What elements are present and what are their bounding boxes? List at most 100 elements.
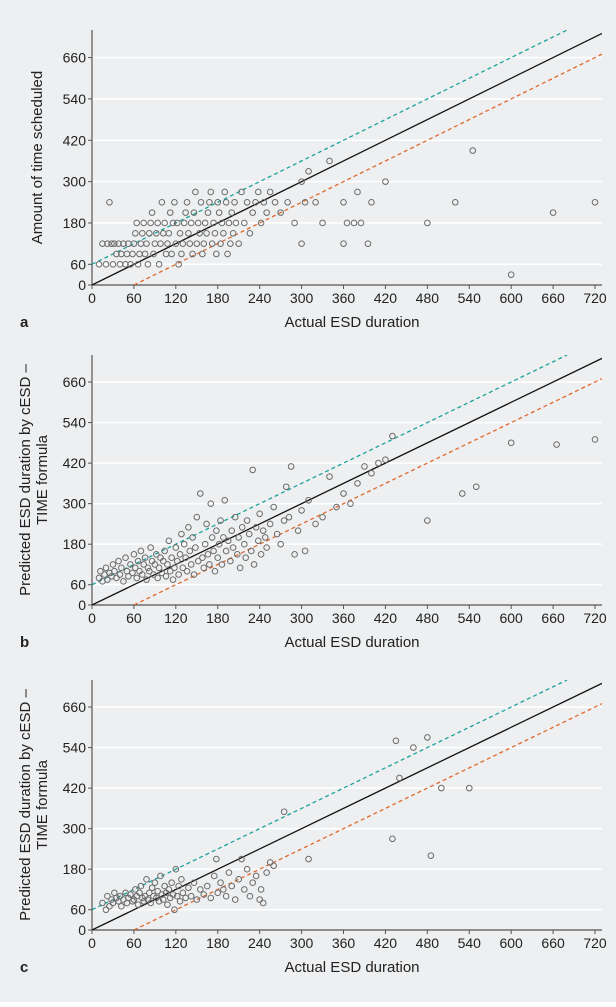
data-point <box>213 250 220 258</box>
data-point <box>113 894 120 902</box>
x-tick-label: 240 <box>248 610 272 626</box>
data-point <box>375 459 382 467</box>
data-point <box>161 219 168 227</box>
x-tick-label: 600 <box>499 610 523 626</box>
data-point <box>132 886 139 893</box>
x-axis-title: Actual ESD duration <box>284 314 419 331</box>
data-point <box>326 473 333 480</box>
data-point <box>222 892 230 900</box>
data-point <box>250 561 258 568</box>
data-point <box>235 240 243 247</box>
data-point <box>298 507 305 514</box>
x-axis-title: Actual ESD duration <box>284 634 419 651</box>
data-point <box>108 240 115 247</box>
data-point <box>189 534 196 541</box>
data-point <box>438 784 445 792</box>
data-point <box>424 219 431 227</box>
reference-line-lower <box>133 703 602 930</box>
data-point <box>134 901 142 908</box>
data-point <box>241 540 248 548</box>
data-point <box>159 896 167 903</box>
data-point <box>231 513 239 521</box>
data-point <box>389 432 396 440</box>
data-point <box>133 574 141 582</box>
data-point <box>137 547 145 555</box>
data-point <box>137 882 145 890</box>
data-point <box>172 865 180 873</box>
x-tick-label: 660 <box>541 610 565 626</box>
data-point <box>305 855 312 863</box>
data-point <box>340 240 347 247</box>
data-point <box>207 188 215 196</box>
data-point <box>217 240 224 247</box>
data-point <box>210 872 218 880</box>
data-point <box>200 564 208 572</box>
data-point <box>507 271 515 278</box>
data-point <box>364 240 372 247</box>
data-point <box>220 886 227 893</box>
data-point <box>217 517 224 524</box>
data-point <box>319 219 326 227</box>
data-point <box>199 250 206 258</box>
data-point <box>254 188 262 196</box>
x-tick-label: 240 <box>248 935 272 951</box>
data-point <box>104 576 111 583</box>
data-point <box>129 897 136 905</box>
reference-line-upper <box>92 30 568 265</box>
data-point <box>392 737 400 745</box>
data-point <box>140 219 147 227</box>
data-point <box>168 879 175 887</box>
data-point <box>157 240 164 247</box>
data-point <box>228 209 236 216</box>
x-tick-label: 60 <box>126 610 142 626</box>
data-point <box>218 219 226 227</box>
x-tick-label: 240 <box>248 290 272 306</box>
x-tick-label: 120 <box>164 290 188 306</box>
x-tick-label: 120 <box>164 610 188 626</box>
data-point <box>145 889 153 897</box>
data-point <box>208 534 216 541</box>
data-point <box>301 198 309 206</box>
data-point <box>211 567 219 575</box>
data-point <box>123 250 131 258</box>
data-point <box>261 534 269 541</box>
data-point <box>144 261 152 268</box>
data-point <box>368 198 375 206</box>
reference-line-identity <box>92 357 602 605</box>
data-point <box>111 567 118 575</box>
data-point <box>143 240 150 247</box>
data-point <box>134 261 142 268</box>
data-point <box>115 240 122 247</box>
data-point <box>178 876 185 883</box>
data-point <box>113 574 120 582</box>
data-point <box>150 571 157 578</box>
data-point <box>217 879 224 887</box>
y-axis-title: Predicted ESD duration by cESD – <box>17 363 34 595</box>
panel-b: 0 60 120 180 240 300 360 420 480 540 600 660 720 0 60 1… <box>17 355 607 651</box>
y-tick-label: 180 <box>63 861 87 877</box>
data-point <box>225 219 233 227</box>
data-point <box>95 261 103 268</box>
data-point <box>215 209 223 216</box>
data-point <box>183 567 191 575</box>
data-point <box>591 436 599 443</box>
data-point <box>368 469 375 477</box>
data-point <box>249 879 256 887</box>
scatter-points <box>99 734 473 914</box>
data-point <box>143 876 150 883</box>
data-point <box>222 547 230 555</box>
data-point <box>277 540 284 548</box>
data-point <box>161 547 168 555</box>
data-point <box>179 240 187 247</box>
data-point <box>129 250 136 258</box>
data-point <box>210 219 217 227</box>
data-point <box>326 157 333 165</box>
y-tick-label: 540 <box>63 91 87 107</box>
x-tick-label: 360 <box>332 935 356 951</box>
data-point <box>162 250 170 258</box>
data-point <box>169 891 177 898</box>
data-point <box>132 564 139 572</box>
data-point <box>190 571 198 578</box>
data-point <box>147 544 154 551</box>
